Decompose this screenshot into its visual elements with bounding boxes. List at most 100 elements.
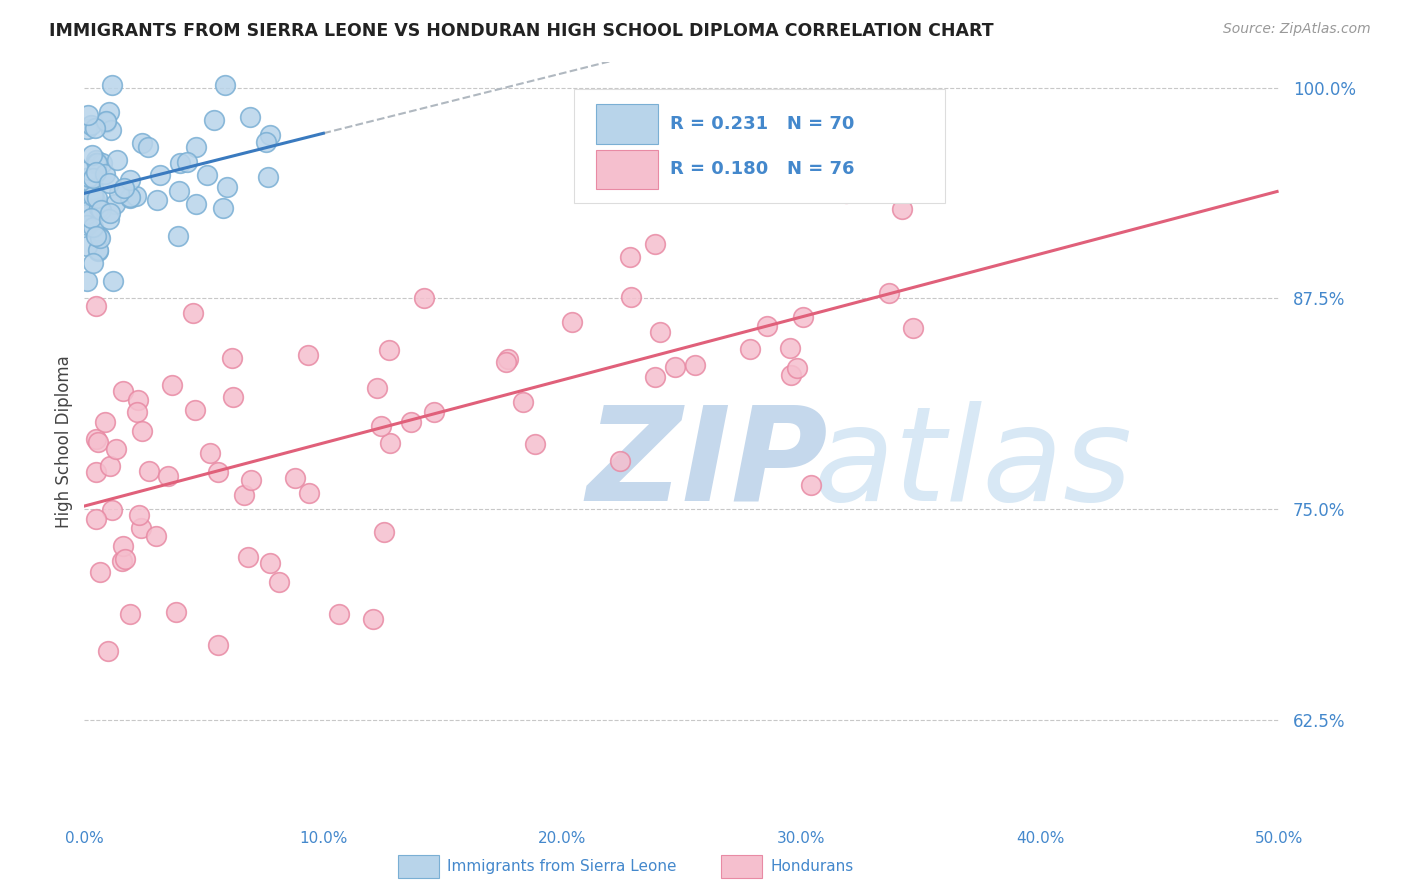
Point	[86, 299, 108, 313]
Point	[97, 177, 120, 191]
Point	[82, 189, 104, 203]
Y-axis label: High School Diploma: High School Diploma	[55, 355, 73, 528]
Point	[90, 155, 112, 169]
Point	[77, 163, 100, 178]
Point	[114, 552, 136, 566]
Point	[233, 488, 256, 502]
Point	[832, 170, 855, 185]
Point	[87, 202, 110, 216]
Point	[890, 202, 912, 216]
Point	[86, 155, 108, 169]
Point	[202, 112, 225, 127]
Point	[124, 188, 146, 202]
Point	[298, 486, 321, 500]
Point	[181, 305, 204, 319]
Point	[125, 405, 148, 419]
Point	[98, 206, 121, 220]
Point	[104, 197, 127, 211]
Point	[370, 418, 392, 433]
Point	[90, 202, 112, 217]
Point	[498, 352, 520, 367]
Point	[76, 274, 98, 288]
Point	[198, 446, 221, 460]
Point	[82, 170, 104, 185]
FancyBboxPatch shape	[575, 89, 945, 202]
Point	[267, 575, 290, 590]
Point	[94, 113, 117, 128]
Point	[131, 136, 153, 150]
Point	[83, 120, 105, 135]
Point	[792, 310, 814, 325]
Point	[146, 193, 169, 207]
Point	[84, 193, 107, 207]
Point	[328, 607, 350, 621]
Point	[169, 156, 191, 170]
Point	[197, 168, 219, 182]
Point	[84, 153, 107, 168]
Point	[207, 638, 229, 652]
Point	[259, 557, 281, 571]
Point	[89, 229, 111, 244]
Point	[835, 186, 858, 201]
Point	[620, 290, 643, 304]
Point	[644, 237, 666, 252]
Point	[128, 508, 150, 522]
Point	[89, 565, 111, 579]
Point	[131, 425, 153, 439]
Point	[129, 520, 152, 534]
Point	[156, 469, 179, 483]
Point	[84, 165, 107, 179]
Point	[165, 605, 187, 619]
Point	[167, 184, 190, 198]
Point	[401, 415, 423, 429]
Point	[664, 359, 686, 374]
Point	[86, 465, 108, 479]
Point	[184, 197, 207, 211]
Point	[222, 390, 245, 404]
Point	[184, 403, 207, 417]
Point	[284, 471, 307, 485]
Point	[779, 341, 801, 355]
Point	[89, 230, 111, 244]
Point	[877, 285, 900, 300]
Point	[86, 156, 108, 170]
Point	[100, 123, 122, 137]
Point	[84, 228, 107, 243]
Point	[83, 183, 105, 197]
Point	[609, 453, 631, 467]
Text: R = 0.180   N = 76: R = 0.180 N = 76	[671, 161, 855, 178]
Point	[138, 464, 160, 478]
Point	[644, 369, 666, 384]
Point	[112, 384, 135, 398]
Point	[366, 380, 388, 394]
Point	[86, 432, 108, 446]
Point	[105, 442, 128, 456]
Point	[94, 168, 117, 182]
Point	[145, 529, 167, 543]
Point	[76, 207, 98, 221]
Point	[105, 153, 128, 168]
Point	[108, 186, 131, 200]
Point	[77, 173, 100, 187]
FancyBboxPatch shape	[596, 150, 658, 189]
Point	[901, 321, 924, 335]
Point	[82, 220, 104, 235]
Point	[97, 643, 120, 657]
Point	[94, 115, 117, 129]
Point	[184, 140, 207, 154]
Point	[756, 319, 779, 334]
Point	[236, 549, 259, 564]
Point	[211, 201, 233, 215]
Point	[378, 436, 401, 450]
Point	[524, 436, 547, 450]
Point	[423, 405, 446, 419]
Point	[86, 244, 108, 258]
Point	[240, 473, 263, 487]
Text: Immigrants from Sierra Leone: Immigrants from Sierra Leone	[447, 859, 676, 873]
Point	[780, 368, 803, 382]
Point	[77, 108, 100, 122]
Text: Hondurans: Hondurans	[770, 859, 853, 873]
Point	[650, 325, 672, 339]
Point	[86, 511, 108, 525]
Point	[118, 607, 141, 621]
